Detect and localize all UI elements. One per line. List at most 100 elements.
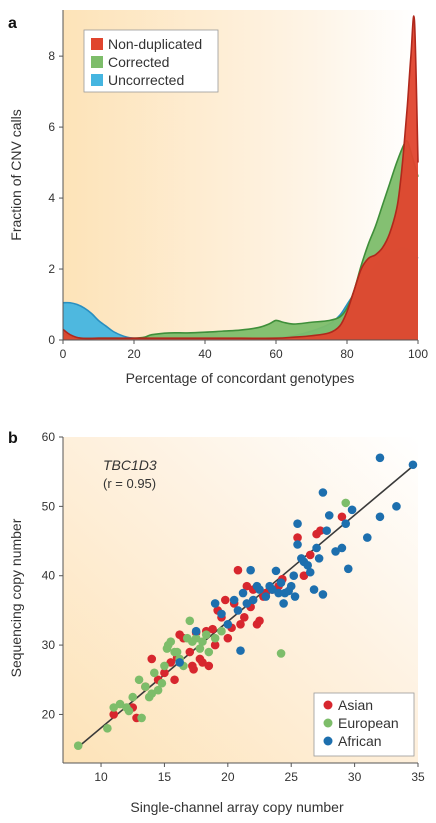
point-european: [276, 649, 286, 658]
point-african: [375, 453, 385, 463]
point-african: [392, 502, 401, 511]
point-asian: [147, 654, 157, 664]
x-tick-label: 20: [221, 770, 235, 784]
legend-label-european: European: [338, 715, 399, 731]
panel-a-x-axis-label: Percentage of concordant genotypes: [126, 370, 355, 386]
point-european: [210, 633, 220, 643]
point-african: [175, 658, 184, 667]
point-african: [408, 460, 418, 470]
point-african: [248, 595, 258, 605]
x-tick-label: 100: [408, 347, 428, 361]
point-european: [166, 637, 176, 646]
point-african: [217, 609, 226, 619]
legend-swatch-non-duplicated: [91, 38, 103, 50]
panel-a-letter: a: [8, 15, 17, 32]
point-european: [201, 630, 211, 639]
point-european: [217, 626, 226, 636]
point-african: [341, 519, 351, 528]
point-asian: [240, 613, 249, 622]
point-asian: [189, 665, 198, 674]
point-african: [255, 585, 264, 594]
point-european: [195, 644, 205, 653]
point-european: [147, 689, 157, 698]
x-tick-label: 80: [340, 347, 354, 361]
point-african: [318, 488, 328, 497]
panel-b-legend: Asian European African: [313, 692, 415, 757]
point-european: [149, 668, 159, 678]
legend-swatch-uncorrected: [91, 74, 103, 86]
point-african: [318, 590, 328, 599]
legend-label-asian: Asian: [338, 697, 373, 713]
panel-b-y-ticks: 20 30 40 50 60: [42, 430, 63, 721]
panel-a-y-ticks: 0 2 4 6 8: [48, 49, 63, 347]
point-african: [286, 581, 296, 591]
y-tick-label: 60: [42, 430, 56, 444]
x-tick-label: 20: [127, 347, 141, 361]
point-asian: [170, 675, 179, 685]
point-asian: [255, 616, 264, 626]
y-tick-label: 4: [48, 191, 55, 205]
y-tick-label: 2: [48, 262, 55, 276]
point-asian: [210, 640, 220, 650]
point-african: [305, 567, 315, 577]
y-tick-label: 50: [42, 499, 56, 513]
point-asian: [337, 512, 347, 522]
point-asian: [233, 565, 243, 575]
point-asian: [109, 710, 119, 719]
point-african: [242, 599, 252, 608]
point-asian: [293, 533, 302, 542]
x-tick-label: 60: [269, 347, 283, 361]
point-european: [198, 637, 207, 646]
point-african: [191, 626, 201, 636]
point-european: [109, 703, 119, 712]
point-african: [238, 588, 248, 598]
point-asian: [198, 658, 207, 667]
point-african: [246, 565, 255, 575]
point-african: [331, 547, 340, 556]
y-tick-label: 8: [48, 49, 55, 63]
point-asian: [160, 668, 169, 678]
point-african: [274, 588, 283, 598]
panel-a-chart: a 0 2 4 6 8 0 20 40 60 80 100 Percentage of conco…: [8, 10, 428, 386]
legend-label-non-duplicated: Non-duplicated: [108, 36, 202, 52]
point-european: [128, 692, 138, 702]
panel-b-x-ticks: 10 15 20 25 30 35: [94, 763, 425, 784]
legend-label-uncorrected: Uncorrected: [108, 72, 184, 88]
point-african: [289, 571, 299, 581]
point-european: [204, 647, 214, 657]
point-african: [261, 592, 271, 601]
point-asian: [166, 658, 176, 667]
point-asian: [208, 624, 217, 634]
panel-a-legend: Non-duplicated Corrected Uncorrected: [83, 29, 219, 93]
point-asian: [220, 595, 230, 605]
point-african: [303, 561, 313, 570]
legend-label-african: African: [338, 733, 382, 749]
point-european: [137, 713, 146, 723]
panel-b-x-axis-label: Single-channel array copy number: [130, 799, 344, 815]
x-tick-label: 25: [285, 770, 299, 784]
x-tick-label: 40: [198, 347, 212, 361]
legend-marker-african: [323, 736, 333, 746]
y-tick-label: 6: [48, 120, 55, 134]
point-african: [279, 599, 288, 608]
point-asian: [236, 619, 245, 629]
point-asian: [242, 581, 252, 591]
point-asian: [305, 550, 315, 560]
gene-annotation: TBC1D3: [103, 457, 157, 473]
point-african: [343, 564, 353, 574]
panel-b-y-axis-label: Sequencing copy number: [8, 518, 24, 677]
panel-b-points: [73, 453, 418, 750]
point-european: [134, 675, 144, 685]
legend-marker-european: [323, 718, 333, 728]
panel-b-letter: b: [8, 430, 18, 447]
x-tick-label: 15: [158, 770, 172, 784]
legend-label-corrected: Corrected: [108, 54, 169, 70]
point-african: [324, 511, 334, 520]
point-african: [236, 646, 245, 655]
point-european: [191, 633, 201, 643]
point-african: [314, 554, 324, 563]
point-european: [103, 724, 112, 733]
correlation-annotation: (r = 0.95): [103, 476, 156, 491]
point-european: [124, 706, 134, 716]
